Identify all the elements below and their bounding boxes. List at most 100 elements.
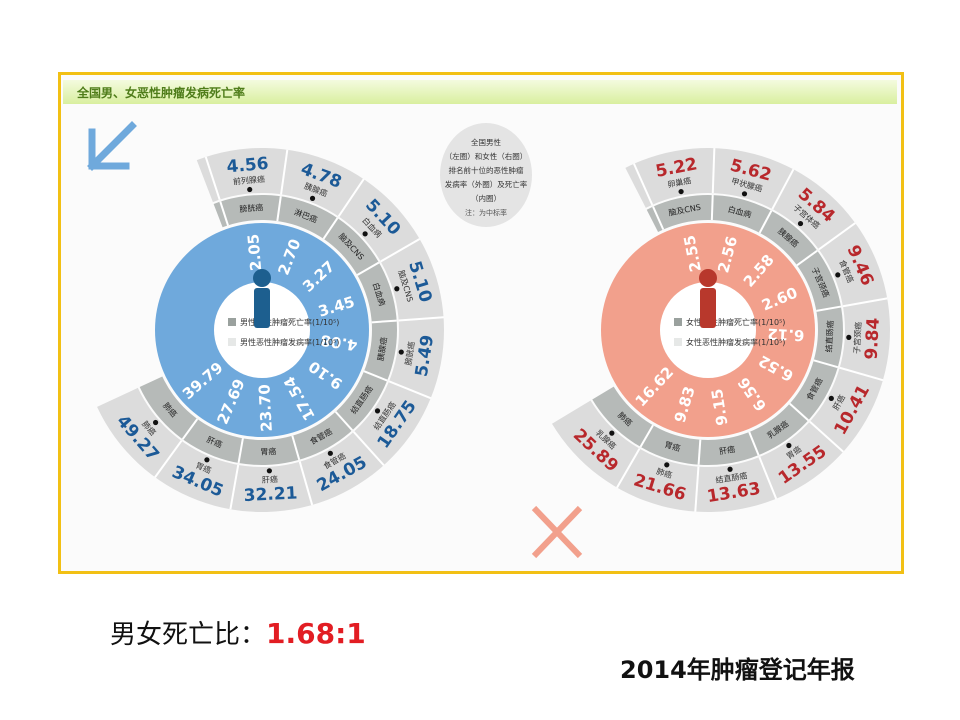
outer-separator (771, 168, 795, 210)
legend-swatch-incidence (674, 338, 682, 346)
outer-separator (204, 156, 221, 201)
female-legend: 女性恶性肿瘤死亡率(1/10⁵) 女性恶性肿瘤发病率(1/10⁵) (674, 317, 785, 347)
middle-separator (789, 402, 809, 422)
marker-dot (309, 195, 316, 201)
marker-dot (828, 395, 834, 401)
mortality-value: 6.12 (767, 325, 805, 345)
incidence-value: 9.84 (862, 317, 884, 360)
marker-dot (609, 430, 615, 436)
marker-dot (835, 272, 841, 278)
note-line: 发病率（外圈）及死亡率 (445, 179, 528, 189)
cancer-label: 胃癌 (663, 439, 681, 453)
incidence-label: 肺癌 (655, 466, 673, 480)
cancer-label: 结直肠癌 (824, 320, 836, 352)
middle-separator (796, 249, 818, 267)
male-ring-chart: 4.56前列腺癌膀胱癌2.054.78胰腺癌淋巴癌2.705.10白血病脑及CN… (97, 148, 444, 513)
outer-separator (380, 238, 421, 263)
legend-mortality-label: 女性恶性肿瘤死亡率(1/10⁵) (686, 317, 785, 327)
person-body (254, 288, 270, 328)
note-line: 排名前十位的恶性肿瘤 (449, 165, 524, 175)
marker-dot (678, 188, 684, 195)
mortality-value: 23.70 (255, 384, 275, 432)
outer-separator (633, 163, 654, 206)
report-title: 2014年肿瘤登记年报 (620, 656, 855, 684)
marker-dot (247, 186, 253, 193)
marker-dot (362, 231, 368, 237)
cross-shape (531, 505, 583, 559)
middle-separator (322, 217, 339, 240)
incidence-value: 32.21 (243, 483, 298, 506)
panel-title-bar: 全国男、女恶性肿瘤发病死亡率 (63, 80, 897, 104)
middle-separator (758, 210, 773, 234)
marker-dot (797, 220, 804, 227)
legend-incidence-label: 女性恶性肿瘤发病率(1/10⁵) (686, 337, 785, 347)
incidence-value: 4.56 (226, 154, 270, 178)
ratio-label: 男女死亡比： (110, 620, 267, 650)
incidence-label: 结直肠癌 (715, 470, 748, 485)
marker-dot (786, 442, 792, 449)
male-person-icon (253, 269, 271, 328)
outer-separator (842, 297, 888, 308)
middle-separator (276, 196, 282, 222)
note-footnote: 注：为中标率 (465, 208, 507, 217)
note-line: 全国男性 (471, 137, 501, 147)
mortality-value: 4.08 (319, 331, 358, 355)
cross-icon (531, 505, 583, 559)
ratio-value: 1.68:1 (266, 617, 366, 650)
arrow-shape (87, 121, 137, 171)
note-line: （内圈） (471, 193, 501, 203)
legend-incidence-label: 男性恶性肿瘤发病率(1/10⁵) (240, 337, 339, 347)
middle-separator (710, 195, 714, 221)
cancer-label: 肝癌 (718, 444, 735, 456)
marker-dot (327, 450, 333, 456)
outer-separator (154, 440, 183, 478)
legend-swatch-mortality (674, 318, 682, 326)
marker-dot (374, 408, 381, 414)
incidence-label: 肝癌 (262, 474, 279, 485)
middle-separator (652, 206, 665, 230)
middle-separator (363, 370, 388, 382)
outer-separator (388, 380, 432, 400)
outer-separator (711, 148, 716, 194)
middle-separator (697, 439, 702, 465)
up-arrow-icon (87, 121, 137, 171)
legend-swatch-incidence (228, 338, 236, 346)
outer-separator (694, 466, 700, 512)
middle-separator (291, 435, 301, 461)
female-center-hole (660, 282, 756, 378)
middle-separator (371, 319, 397, 324)
marker-dot (266, 468, 272, 474)
note-line: （左圈）和女性（右圈） (445, 151, 528, 161)
middle-separator (748, 431, 760, 456)
mortality-ratio: 男女死亡比：1.68:1 (110, 614, 366, 651)
outer-separator (839, 366, 884, 382)
outer-separator (758, 456, 778, 500)
person-body (700, 288, 716, 328)
incidence-label: 膀胱癌 (403, 341, 417, 366)
middle-separator (334, 411, 354, 431)
incidence-label: 卵巢癌 (667, 175, 692, 189)
incidence-label: 前列腺癌 (233, 174, 266, 187)
cancer-label: 膀胱癌 (239, 202, 264, 214)
legend-swatch-mortality (228, 318, 236, 326)
outer-separator (298, 461, 314, 506)
mortality-value: 9.15 (708, 387, 732, 426)
female-ring-chart: 5.22卵巢癌脑及CNS2.555.62甲状腺癌白血病2.565.84子宫体癌胰… (551, 148, 890, 513)
marker-dot (664, 462, 670, 468)
middle-separator (813, 359, 839, 369)
marker-dot (152, 419, 159, 426)
middle-separator (181, 418, 199, 440)
marker-dot (727, 466, 733, 472)
legend-mortality-label: 男性恶性肿瘤死亡率(1/10⁵) (240, 317, 339, 327)
outer-separator (280, 149, 289, 195)
female-person-icon (699, 269, 717, 328)
mortality-value: 2.05 (244, 233, 265, 271)
outer-separator (809, 420, 844, 453)
outer-separator (616, 448, 641, 489)
incidence-label: 子宫颈癌 (851, 322, 863, 354)
outer-separator (818, 222, 856, 251)
middle-separator (237, 438, 244, 464)
middle-separator (219, 201, 229, 226)
